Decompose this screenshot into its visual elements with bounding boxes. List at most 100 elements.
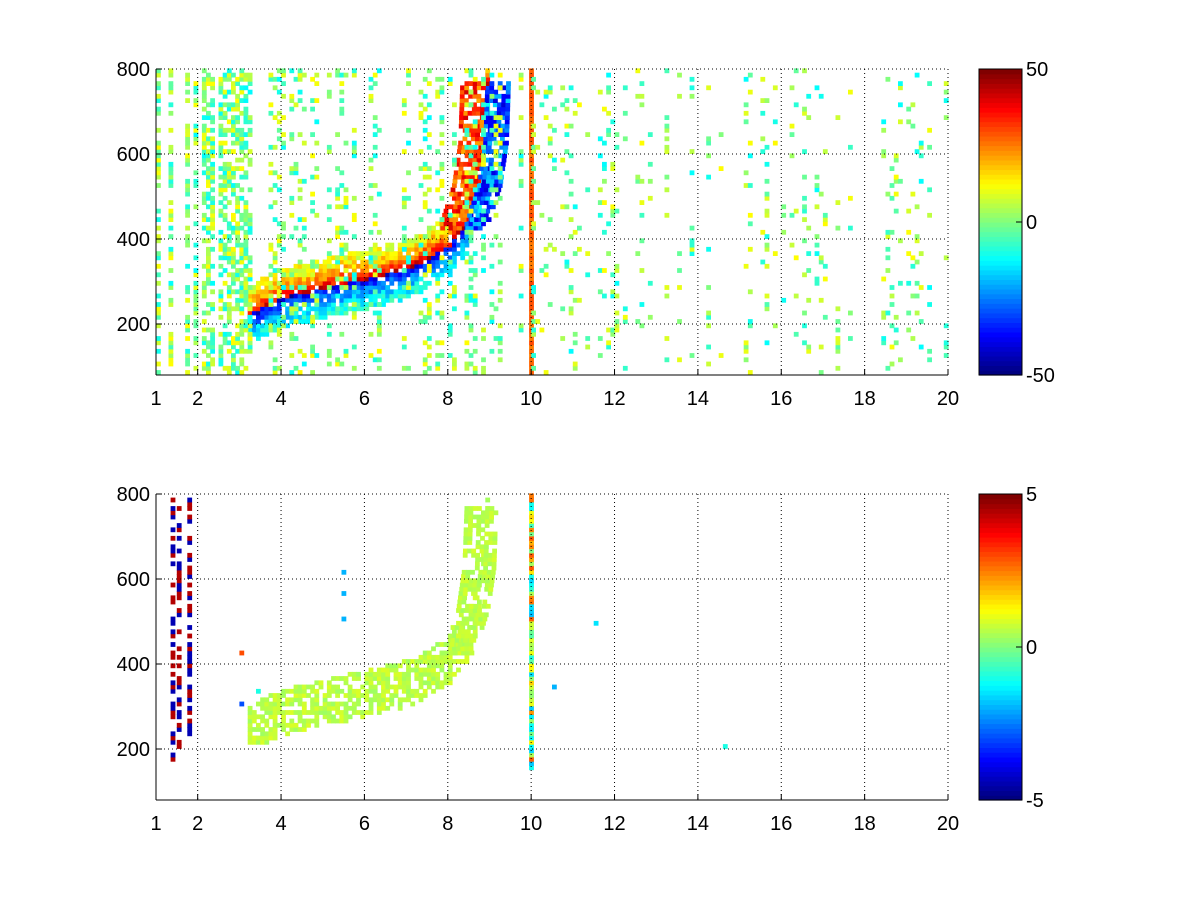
heatmap-cell: [447, 676, 453, 681]
heatmap-cell: [260, 314, 265, 320]
heatmap-cell: [448, 225, 454, 231]
heatmap-cell: [471, 132, 476, 137]
heatmap-cell: [376, 293, 382, 299]
heatmap-cell: [260, 327, 265, 333]
heatmap-cell: [906, 106, 912, 112]
heatmap-cell: [376, 701, 382, 707]
heatmap-cell: [531, 310, 536, 316]
heatmap-cell: [185, 72, 190, 78]
heatmap-cell: [210, 102, 215, 108]
heatmap-cell: [185, 187, 190, 193]
heatmap-cell: [543, 246, 549, 252]
heatmap-cell: [529, 140, 534, 146]
heatmap-cell: [835, 319, 841, 324]
heatmap-cell: [185, 144, 190, 150]
heatmap-cell: [622, 306, 628, 312]
heatmap-cell: [314, 174, 320, 180]
heatmap-cell: [505, 115, 510, 120]
heatmap-cell: [457, 599, 463, 605]
heatmap-cell: [226, 306, 232, 312]
heatmap-cell: [560, 306, 566, 312]
heatmap-cell: [518, 153, 524, 159]
heatmap-cell: [297, 727, 303, 732]
heatmap-cell: [406, 667, 411, 673]
heatmap-cell: [210, 212, 215, 218]
heatmap-cell: [468, 518, 473, 524]
heatmap-cell: [818, 191, 824, 197]
heatmap-cell: [461, 174, 467, 180]
heatmap-cell: [743, 263, 749, 269]
heatmap-cell: [276, 710, 282, 715]
heatmap-cell: [156, 255, 161, 261]
heatmap-cell: [239, 340, 245, 346]
heatmap-cell: [222, 323, 228, 329]
heatmap-cell: [459, 161, 465, 167]
heatmap-cell: [439, 272, 445, 278]
heatmap-cell: [743, 110, 749, 116]
heatmap-cell: [488, 98, 494, 103]
heatmap-cell: [381, 680, 386, 686]
heatmap-cell: [485, 183, 491, 188]
heatmap-cell: [193, 242, 199, 248]
heatmap-cell: [452, 183, 457, 188]
colorbar-step: [979, 202, 1022, 209]
heatmap-cell: [462, 595, 467, 601]
heatmap-cell: [397, 280, 403, 286]
x-tick-label: 10: [520, 813, 542, 835]
heatmap-cell: [256, 314, 261, 320]
heatmap-cell: [247, 212, 253, 218]
heatmap-cell: [459, 102, 465, 108]
colorbar-step: [979, 193, 1022, 199]
heatmap-cell: [206, 263, 211, 269]
heatmap-cell: [914, 280, 920, 286]
heatmap-cell: [206, 344, 211, 350]
heatmap-cell: [368, 255, 374, 261]
heatmap-cell: [418, 102, 424, 108]
heatmap-cell: [689, 353, 695, 358]
heatmap-cell: [231, 170, 236, 176]
colorbar-step: [979, 178, 1022, 185]
heatmap-cell: [481, 102, 486, 108]
heatmap-cell: [461, 574, 466, 579]
heatmap-cell: [351, 195, 357, 201]
heatmap-cell: [481, 578, 487, 584]
heatmap-cell: [468, 646, 474, 652]
heatmap-cell: [479, 557, 485, 562]
heatmap-cell: [201, 115, 207, 120]
heatmap-cell: [460, 178, 466, 184]
heatmap-cell: [568, 285, 574, 290]
heatmap-cell: [435, 663, 441, 669]
heatmap-cell: [306, 319, 311, 324]
heatmap-cell: [393, 293, 399, 299]
heatmap-cell: [497, 115, 503, 120]
heatmap-cell: [418, 115, 424, 120]
heatmap-cell: [414, 238, 420, 244]
heatmap-cell: [322, 280, 328, 286]
heatmap-cell: [356, 293, 361, 299]
heatmap-cell: [450, 187, 456, 193]
heatmap-cell: [943, 340, 949, 346]
heatmap-cell: [187, 535, 193, 541]
colorbar: -505: [978, 484, 1044, 812]
heatmap-cell: [435, 676, 441, 681]
heatmap-cell: [447, 246, 453, 252]
heatmap-cell: [193, 297, 199, 303]
heatmap-cell: [206, 149, 211, 154]
heatmap-cell: [543, 272, 549, 278]
heatmap-cell: [289, 166, 295, 171]
heatmap-cell: [426, 306, 432, 312]
heatmap-cell: [529, 510, 534, 516]
heatmap-cell: [210, 306, 215, 312]
heatmap-cell: [222, 76, 228, 82]
heatmap-cell: [318, 285, 324, 290]
heatmap-cell: [464, 144, 470, 150]
heatmap-cell: [464, 646, 470, 652]
colorbar-step: [979, 112, 1022, 118]
heatmap-cell: [247, 327, 253, 333]
heatmap-cell: [376, 680, 382, 686]
heatmap-cell: [268, 263, 274, 269]
heatmap-cell: [156, 81, 161, 86]
heatmap-cell: [484, 93, 490, 99]
heatmap-cell: [406, 272, 411, 278]
heatmap-cell: [529, 518, 534, 524]
